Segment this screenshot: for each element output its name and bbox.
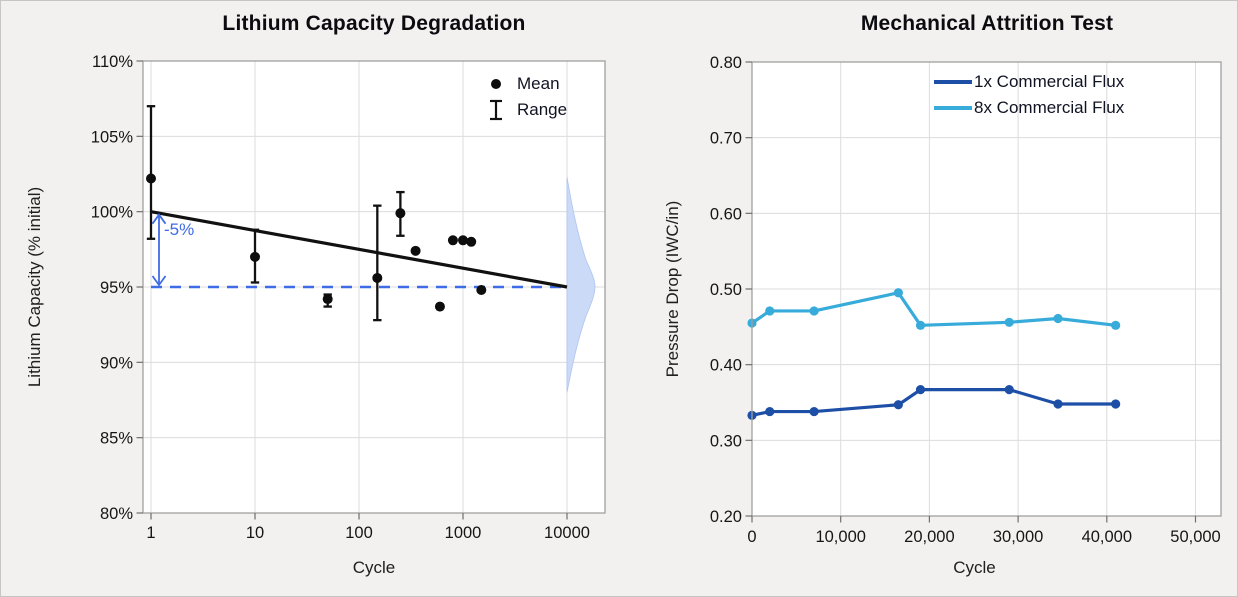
- mean-point: [372, 272, 383, 283]
- series-marker: [1004, 385, 1014, 395]
- series-marker: [1111, 320, 1121, 330]
- series-marker: [809, 406, 819, 417]
- y-tick-label: 100%: [91, 204, 134, 222]
- y-tick-label: 0.40: [710, 357, 742, 375]
- right-axis-ticks: 0.20 0.30 0.40 0.50 0.60 0.70 0.80 0 10,000 20,00…: [710, 54, 1221, 546]
- mean-point: [250, 251, 260, 262]
- y-tick-label: 0.50: [710, 281, 742, 299]
- y-tick-label: 0.20: [710, 508, 742, 526]
- x-tick-label: 100: [345, 524, 373, 542]
- mean-point: [466, 236, 477, 247]
- data-points: [146, 105, 487, 322]
- series-line: [750, 291, 1118, 327]
- series-marker: [915, 320, 926, 330]
- drop-arrow: [151, 213, 167, 287]
- y-tick-label: 0.30: [710, 432, 742, 450]
- x-tick-label: 1000: [445, 524, 482, 542]
- series-marker: [893, 288, 903, 298]
- range-error-bar: [373, 204, 382, 322]
- y-tick-label: 85%: [100, 430, 133, 448]
- y-tick-label: 80%: [100, 505, 133, 523]
- x-tick-label: 10,000: [815, 528, 865, 546]
- y-tick-label: 0.80: [710, 54, 742, 72]
- x-tick-label: 10000: [544, 524, 590, 542]
- series-marker: [809, 306, 819, 316]
- series-marker: [1053, 399, 1063, 409]
- mean-point: [447, 235, 458, 246]
- series-line: [750, 388, 1118, 417]
- mean-point: [410, 245, 421, 256]
- x-tick-label: 20,000: [904, 528, 954, 546]
- mean-point: [146, 173, 156, 184]
- left-axis-ticks: 80% 85% 90% 95% 100% 105% 110% 1 10 100 1000 10000: [91, 53, 590, 542]
- y-tick-label: 110%: [92, 53, 133, 71]
- series-marker: [765, 306, 775, 316]
- series-marker: [1004, 317, 1014, 327]
- mean-point: [476, 285, 487, 296]
- series-marker: [893, 400, 903, 410]
- mean-point: [322, 294, 333, 305]
- x-tick-label: 30,000: [993, 528, 1043, 546]
- series-marker: [1053, 313, 1063, 324]
- right-gridlines: [752, 62, 1221, 516]
- y-tick-label: 90%: [100, 354, 133, 372]
- x-tick-label: 10: [246, 524, 264, 542]
- series-marker: [1111, 399, 1121, 409]
- series-1x-commercial-flux: [747, 385, 1121, 420]
- x-tick-label: 50,000: [1170, 528, 1220, 546]
- mean-point: [458, 235, 468, 246]
- x-tick-label: 40,000: [1082, 528, 1132, 546]
- y-tick-label: 105%: [91, 128, 134, 146]
- range-error-bar: [146, 105, 156, 240]
- y-tick-label: 0.60: [710, 205, 742, 223]
- y-tick-label: 95%: [100, 279, 133, 297]
- y-tick-label: 0.70: [710, 130, 742, 148]
- x-tick-label: 0: [747, 528, 756, 546]
- series-marker: [915, 385, 926, 395]
- mean-point: [434, 301, 445, 312]
- series-8x-commercial-flux: [747, 288, 1121, 330]
- mean-point: [395, 208, 406, 219]
- trend-line: [150, 210, 568, 289]
- density-curve: [566, 176, 596, 393]
- series-marker: [765, 406, 775, 417]
- x-tick-label: 1: [146, 524, 155, 542]
- lithium-capacity-chart: 80% 85% 90% 95% 100% 105% 110% 1 10 100 1000 10000: [91, 53, 606, 542]
- mechanical-attrition-chart: 0.20 0.30 0.40 0.50 0.60 0.70 0.80 0 10,000 20,00…: [710, 54, 1222, 546]
